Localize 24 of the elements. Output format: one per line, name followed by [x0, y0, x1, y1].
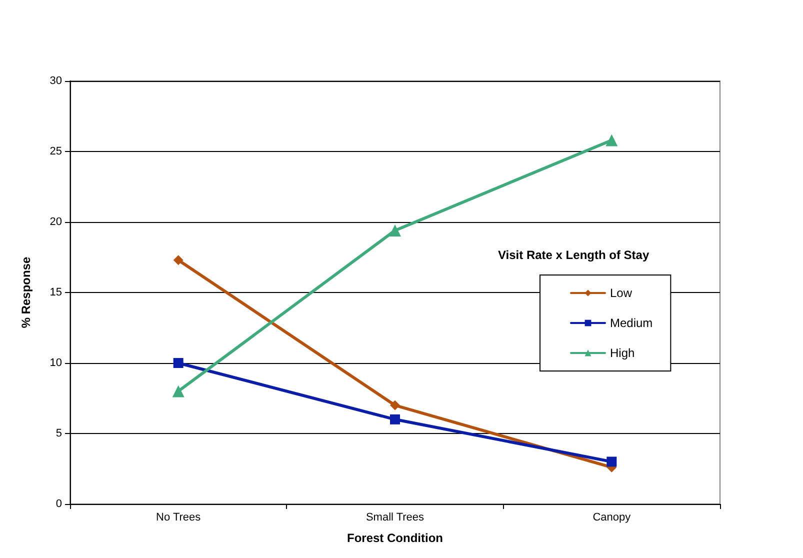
point [390, 400, 400, 410]
y-tick-label: 5 [56, 428, 62, 440]
x-tick-label: Canopy [592, 512, 632, 524]
point [389, 224, 401, 236]
y-tick-label: 25 [50, 146, 62, 158]
legend-label: Low [610, 286, 632, 300]
point [173, 358, 184, 368]
legend-label: High [610, 346, 635, 360]
point [606, 134, 618, 146]
y-axis-title: % Response [19, 256, 33, 328]
y-tick-label: 10 [50, 357, 62, 369]
y-tick-label: 0 [56, 498, 62, 510]
x-tick-label: No Trees [156, 512, 202, 524]
legend-label: Medium [610, 316, 653, 330]
y-tick-label: 20 [50, 216, 62, 228]
x-axis-title: Forest Condition [347, 531, 443, 545]
y-tick-label: 15 [50, 286, 62, 298]
point [173, 255, 184, 266]
point [390, 414, 400, 424]
x-tick-label: Small Trees [366, 512, 425, 524]
y-tick-label: 30 [50, 75, 62, 87]
point [606, 456, 617, 467]
point [172, 385, 184, 398]
legend-title: Visit Rate x Length of Stay [498, 248, 650, 262]
